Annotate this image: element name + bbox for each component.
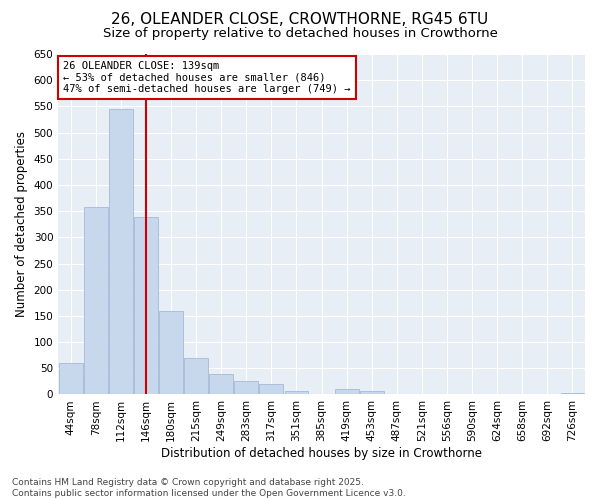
- Bar: [159, 310, 183, 394]
- X-axis label: Distribution of detached houses by size in Crowthorne: Distribution of detached houses by size …: [161, 447, 482, 460]
- Bar: [184, 358, 208, 395]
- Text: 26, OLEANDER CLOSE, CROWTHORNE, RG45 6TU: 26, OLEANDER CLOSE, CROWTHORNE, RG45 6TU: [112, 12, 488, 28]
- Text: 26 OLEANDER CLOSE: 139sqm
← 53% of detached houses are smaller (846)
47% of semi: 26 OLEANDER CLOSE: 139sqm ← 53% of detac…: [64, 61, 351, 94]
- Bar: [134, 218, 158, 394]
- Bar: [284, 391, 308, 394]
- Text: Contains HM Land Registry data © Crown copyright and database right 2025.
Contai: Contains HM Land Registry data © Crown c…: [12, 478, 406, 498]
- Bar: [209, 374, 233, 394]
- Y-axis label: Number of detached properties: Number of detached properties: [15, 131, 28, 317]
- Bar: [84, 208, 108, 394]
- Text: Size of property relative to detached houses in Crowthorne: Size of property relative to detached ho…: [103, 28, 497, 40]
- Bar: [109, 109, 133, 395]
- Bar: [235, 382, 258, 394]
- Bar: [59, 363, 83, 394]
- Bar: [335, 389, 359, 394]
- Bar: [259, 384, 283, 394]
- Bar: [360, 391, 383, 394]
